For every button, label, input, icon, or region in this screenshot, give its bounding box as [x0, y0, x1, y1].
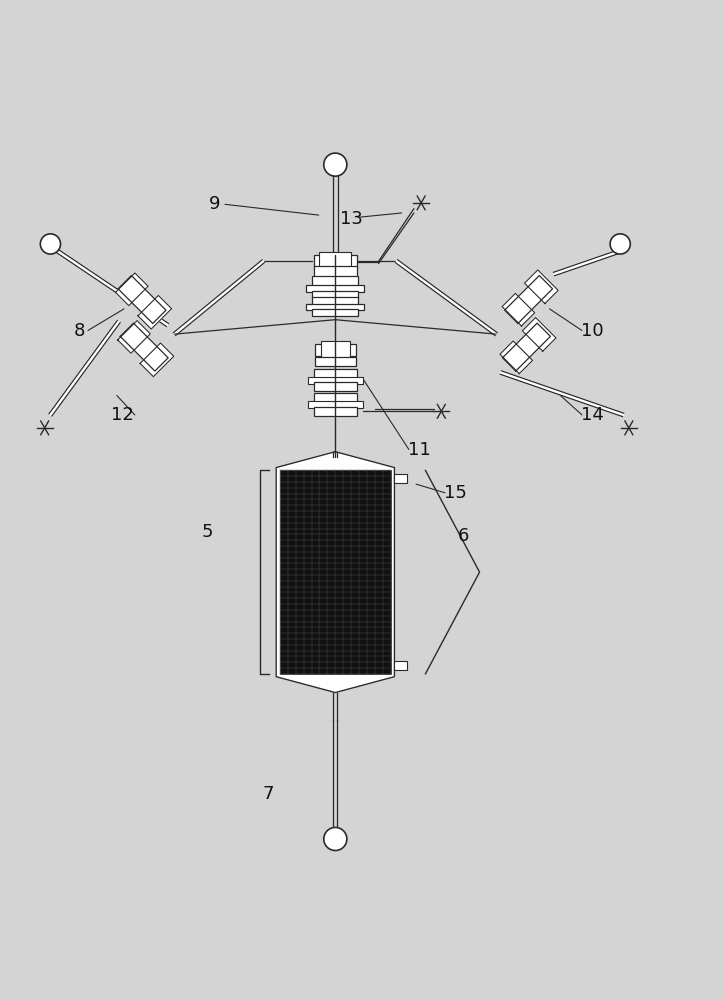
- Bar: [313, 393, 357, 405]
- Text: 8: 8: [74, 322, 85, 340]
- Polygon shape: [505, 276, 552, 323]
- Bar: [315, 357, 355, 366]
- Polygon shape: [502, 323, 550, 371]
- Bar: [312, 291, 358, 298]
- Polygon shape: [502, 293, 535, 326]
- Bar: [308, 401, 363, 408]
- Circle shape: [324, 827, 347, 851]
- Bar: [315, 344, 355, 356]
- Text: 6: 6: [458, 527, 468, 545]
- Polygon shape: [276, 452, 395, 693]
- Text: 5: 5: [201, 523, 213, 541]
- Polygon shape: [395, 260, 497, 336]
- Polygon shape: [140, 343, 174, 377]
- Polygon shape: [500, 341, 533, 374]
- Bar: [313, 407, 357, 416]
- Bar: [306, 285, 364, 292]
- Bar: [312, 276, 358, 289]
- Polygon shape: [120, 323, 168, 371]
- Polygon shape: [138, 295, 172, 329]
- Text: 15: 15: [445, 484, 467, 502]
- Polygon shape: [56, 250, 169, 326]
- Bar: [313, 382, 357, 391]
- Polygon shape: [118, 276, 166, 323]
- Text: 12: 12: [111, 406, 134, 424]
- Text: 13: 13: [340, 210, 363, 228]
- Text: 10: 10: [581, 322, 604, 340]
- Bar: [321, 341, 350, 359]
- Polygon shape: [118, 321, 151, 353]
- Bar: [313, 266, 357, 278]
- Bar: [313, 255, 357, 268]
- Polygon shape: [522, 318, 556, 351]
- Bar: [279, 470, 391, 674]
- Text: 9: 9: [209, 195, 220, 213]
- Bar: [306, 304, 364, 310]
- Bar: [312, 309, 358, 316]
- Circle shape: [41, 234, 61, 254]
- Polygon shape: [500, 371, 623, 417]
- Text: 11: 11: [408, 441, 431, 459]
- Polygon shape: [116, 273, 148, 306]
- Polygon shape: [524, 270, 558, 304]
- Bar: [313, 369, 357, 380]
- Bar: [395, 474, 408, 483]
- Bar: [395, 661, 408, 670]
- Circle shape: [324, 153, 347, 176]
- Polygon shape: [554, 249, 620, 276]
- Text: 7: 7: [263, 785, 274, 803]
- Bar: [308, 377, 363, 384]
- Circle shape: [610, 234, 631, 254]
- Bar: [312, 297, 358, 307]
- Polygon shape: [173, 260, 264, 336]
- Text: 14: 14: [581, 406, 605, 424]
- Polygon shape: [49, 321, 120, 416]
- Bar: [319, 252, 351, 271]
